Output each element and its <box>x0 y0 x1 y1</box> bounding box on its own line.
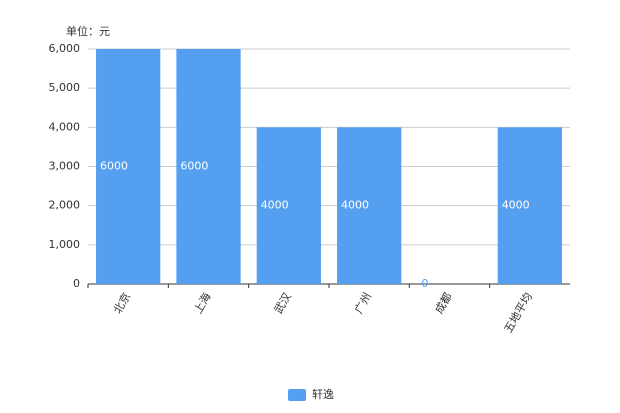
y-tick-label: 0 <box>73 277 80 290</box>
value-label: 6000 <box>180 160 208 173</box>
legend-label: 轩逸 <box>312 387 334 401</box>
legend-swatch <box>288 389 306 401</box>
x-tick-label: 成都 <box>432 291 454 317</box>
x-tick-label: 北京 <box>110 290 133 316</box>
bar <box>497 127 562 284</box>
y-tick-label: 1,000 <box>49 238 81 251</box>
bar <box>176 49 241 284</box>
value-label: 4000 <box>341 199 369 212</box>
bar <box>337 127 402 284</box>
y-tick-label: 6,000 <box>49 42 81 55</box>
chart-title: 单位：元 <box>66 24 110 38</box>
bar <box>256 127 321 284</box>
value-label: 4000 <box>502 199 530 212</box>
bar <box>96 49 161 284</box>
y-tick-label: 3,000 <box>49 160 81 173</box>
value-label: 4000 <box>261 199 289 212</box>
x-tick-label: 上海 <box>191 290 214 316</box>
y-tick-label: 2,000 <box>49 199 81 212</box>
x-tick-label: 五地平均 <box>502 291 535 336</box>
x-tick-label: 广州 <box>352 291 374 317</box>
y-tick-label: 5,000 <box>49 81 81 94</box>
value-label: 0 <box>421 277 428 290</box>
x-tick-label: 武汉 <box>272 291 294 317</box>
y-tick-label: 4,000 <box>49 120 81 133</box>
value-label: 6000 <box>100 160 128 173</box>
